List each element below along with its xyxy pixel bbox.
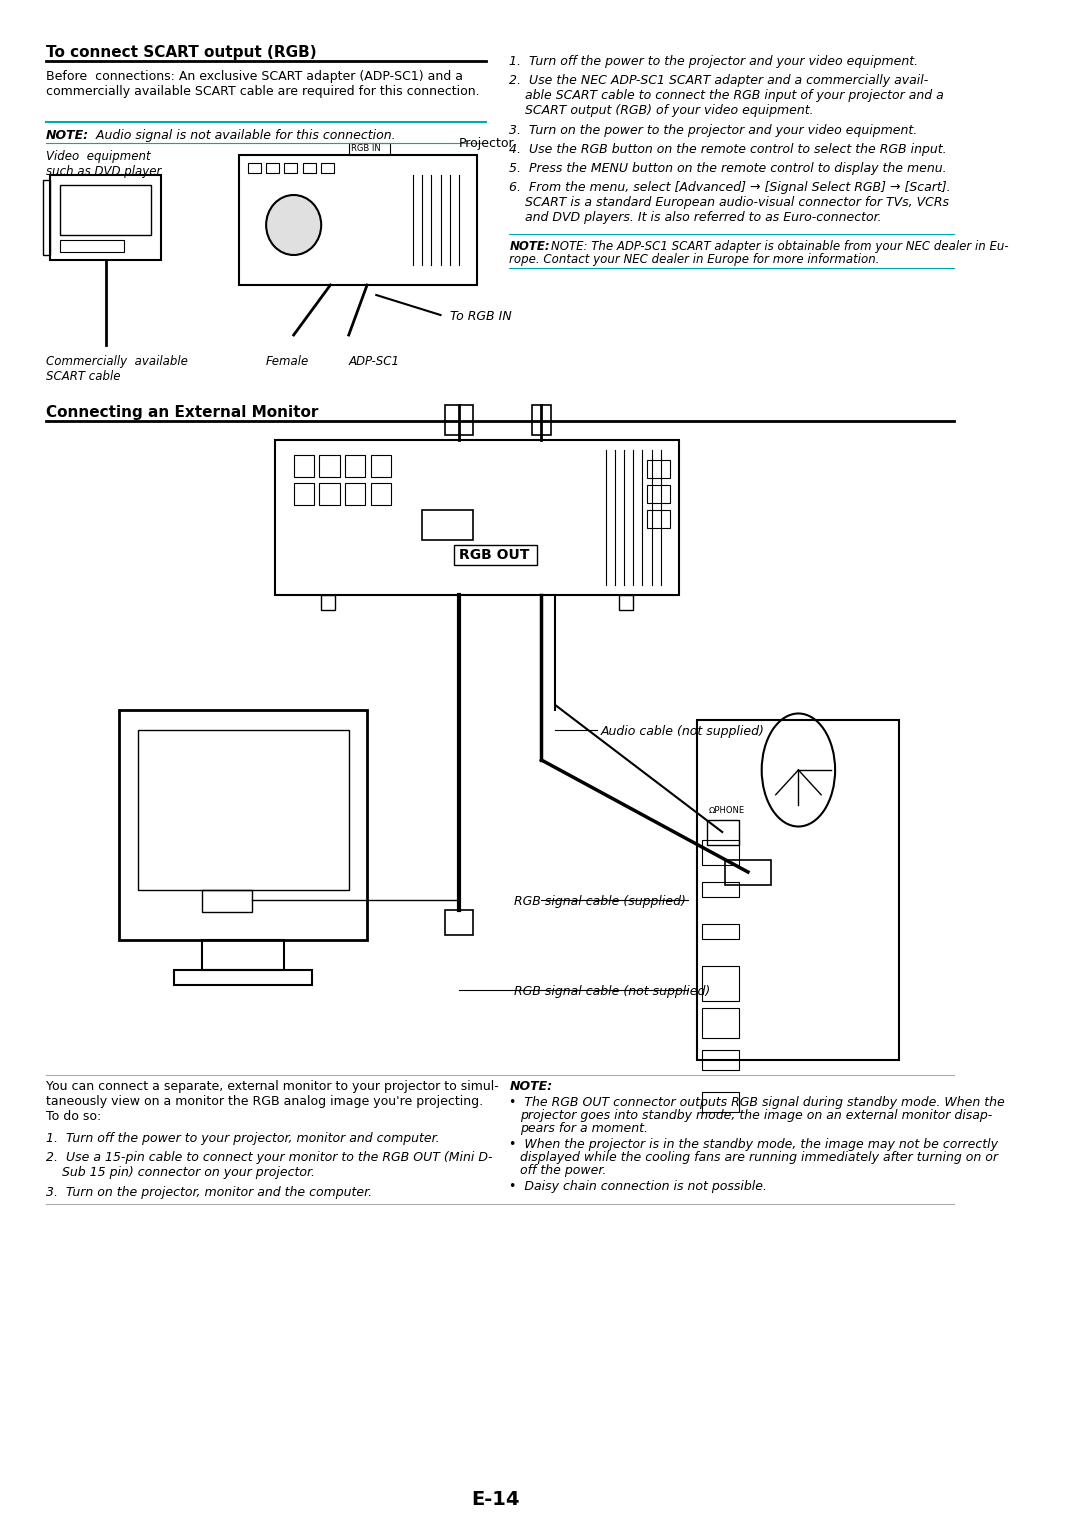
Bar <box>247 163 260 172</box>
Bar <box>422 510 473 540</box>
Text: •  The RGB OUT connector outputs RGB signal during standby mode. When the: • The RGB OUT connector outputs RGB sign… <box>510 1096 1005 1109</box>
Bar <box>702 925 739 938</box>
Text: 5.  Press the MENU button on the remote control to display the menu.: 5. Press the MENU button on the remote c… <box>510 162 947 175</box>
Bar <box>294 484 314 505</box>
Bar <box>370 484 391 505</box>
Text: E-14: E-14 <box>471 1489 519 1509</box>
Bar <box>455 545 537 565</box>
Text: off the power.: off the power. <box>521 1164 607 1177</box>
Text: Audio cable (not supplied): Audio cable (not supplied) <box>602 725 765 739</box>
Bar <box>137 729 349 890</box>
Text: rope. Contact your NEC dealer in Europe for more information.: rope. Contact your NEC dealer in Europe … <box>510 253 880 266</box>
Bar <box>59 185 151 235</box>
Text: NOTE:: NOTE: <box>45 130 89 142</box>
Text: pears for a moment.: pears for a moment. <box>521 1122 648 1135</box>
Text: 1.  Turn off the power to the projector and your video equipment.: 1. Turn off the power to the projector a… <box>510 55 918 69</box>
Bar <box>239 156 477 285</box>
Text: •  Daisy chain connection is not possible.: • Daisy chain connection is not possible… <box>510 1180 767 1193</box>
Bar <box>43 180 51 255</box>
Bar <box>532 404 551 435</box>
Bar <box>702 1050 739 1070</box>
Text: displayed while the cooling fans are running immediately after turning on or: displayed while the cooling fans are run… <box>521 1151 998 1164</box>
Text: 1.  Turn off the power to your projector, monitor and computer.: 1. Turn off the power to your projector,… <box>45 1132 440 1144</box>
Bar <box>706 819 739 845</box>
Text: 2.  Use the NEC ADP-SC1 SCART adapter and a commercially avail-
    able SCART c: 2. Use the NEC ADP-SC1 SCART adapter and… <box>510 73 944 118</box>
Text: Commercially  available
SCART cable: Commercially available SCART cable <box>45 356 188 383</box>
Text: NOTE:: NOTE: <box>510 1080 553 1093</box>
Text: 3.  Turn on the projector, monitor and the computer.: 3. Turn on the projector, monitor and th… <box>45 1186 372 1199</box>
Text: Video  equipment
such as DVD player: Video equipment such as DVD player <box>45 150 161 179</box>
Text: 3.  Turn on the power to the projector and your video equipment.: 3. Turn on the power to the projector an… <box>510 124 918 137</box>
Bar <box>702 966 739 1001</box>
Bar <box>702 1093 739 1112</box>
Bar <box>620 595 633 610</box>
Bar <box>647 485 670 504</box>
Text: Projector: Projector <box>459 137 514 150</box>
Bar <box>51 175 161 259</box>
Text: Female: Female <box>266 356 309 368</box>
Bar <box>320 455 339 478</box>
Bar <box>202 940 284 971</box>
Text: To RGB IN: To RGB IN <box>449 310 512 324</box>
Text: Connecting an External Monitor: Connecting an External Monitor <box>45 404 319 420</box>
Bar <box>702 839 739 865</box>
Text: ADP-SC1: ADP-SC1 <box>349 356 400 368</box>
Text: ΩPHONE: ΩPHONE <box>708 806 744 815</box>
Text: NOTE: The ADP-SC1 SCART adapter is obtainable from your NEC dealer in Eu-: NOTE: The ADP-SC1 SCART adapter is obtai… <box>551 240 1009 253</box>
Bar <box>702 882 739 897</box>
Bar <box>275 439 679 595</box>
Bar <box>174 971 312 984</box>
Bar <box>445 404 473 435</box>
Bar <box>445 909 473 935</box>
Bar <box>59 240 124 252</box>
Bar <box>370 455 391 478</box>
Text: Before  connections: An exclusive SCART adapter (ADP-SC1) and a
commercially ava: Before connections: An exclusive SCART a… <box>45 70 480 98</box>
Bar <box>294 455 314 478</box>
Bar <box>302 163 315 172</box>
Bar <box>647 459 670 478</box>
Bar <box>202 890 253 913</box>
Text: projector goes into standby mode, the image on an external monitor disap-: projector goes into standby mode, the im… <box>521 1109 993 1122</box>
Bar <box>321 595 335 610</box>
Text: 6.  From the menu, select [Advanced] → [Signal Select RGB] → [Scart].
    SCART : 6. From the menu, select [Advanced] → [S… <box>510 182 951 224</box>
Text: 4.  Use the RGB button on the remote control to select the RGB input.: 4. Use the RGB button on the remote cont… <box>510 143 947 156</box>
Text: RGB signal cable (supplied): RGB signal cable (supplied) <box>514 896 686 908</box>
Text: RGB signal cable (not supplied): RGB signal cable (not supplied) <box>514 984 711 998</box>
Bar <box>284 163 297 172</box>
Bar <box>702 1009 739 1038</box>
Text: 2.  Use a 15-pin cable to connect your monitor to the RGB OUT (Mini D-
    Sub 1: 2. Use a 15-pin cable to connect your mo… <box>45 1151 492 1180</box>
Text: You can connect a separate, external monitor to your projector to simul-
taneous: You can connect a separate, external mon… <box>45 1080 499 1123</box>
Text: RGB OUT: RGB OUT <box>459 548 529 562</box>
Bar <box>119 710 367 940</box>
Text: Audio signal is not available for this connection.: Audio signal is not available for this c… <box>92 130 395 142</box>
Text: RGB IN: RGB IN <box>351 143 380 153</box>
Bar <box>725 861 771 885</box>
Text: NOTE:: NOTE: <box>510 240 550 253</box>
Bar <box>698 720 900 1061</box>
Text: To connect SCART output (RGB): To connect SCART output (RGB) <box>45 44 316 60</box>
Bar <box>345 484 365 505</box>
Ellipse shape <box>266 195 321 255</box>
Bar <box>349 143 390 156</box>
Bar <box>647 510 670 528</box>
Bar <box>321 163 334 172</box>
Bar <box>345 455 365 478</box>
Text: •  When the projector is in the standby mode, the image may not be correctly: • When the projector is in the standby m… <box>510 1138 998 1151</box>
Bar <box>320 484 339 505</box>
Bar <box>266 163 279 172</box>
